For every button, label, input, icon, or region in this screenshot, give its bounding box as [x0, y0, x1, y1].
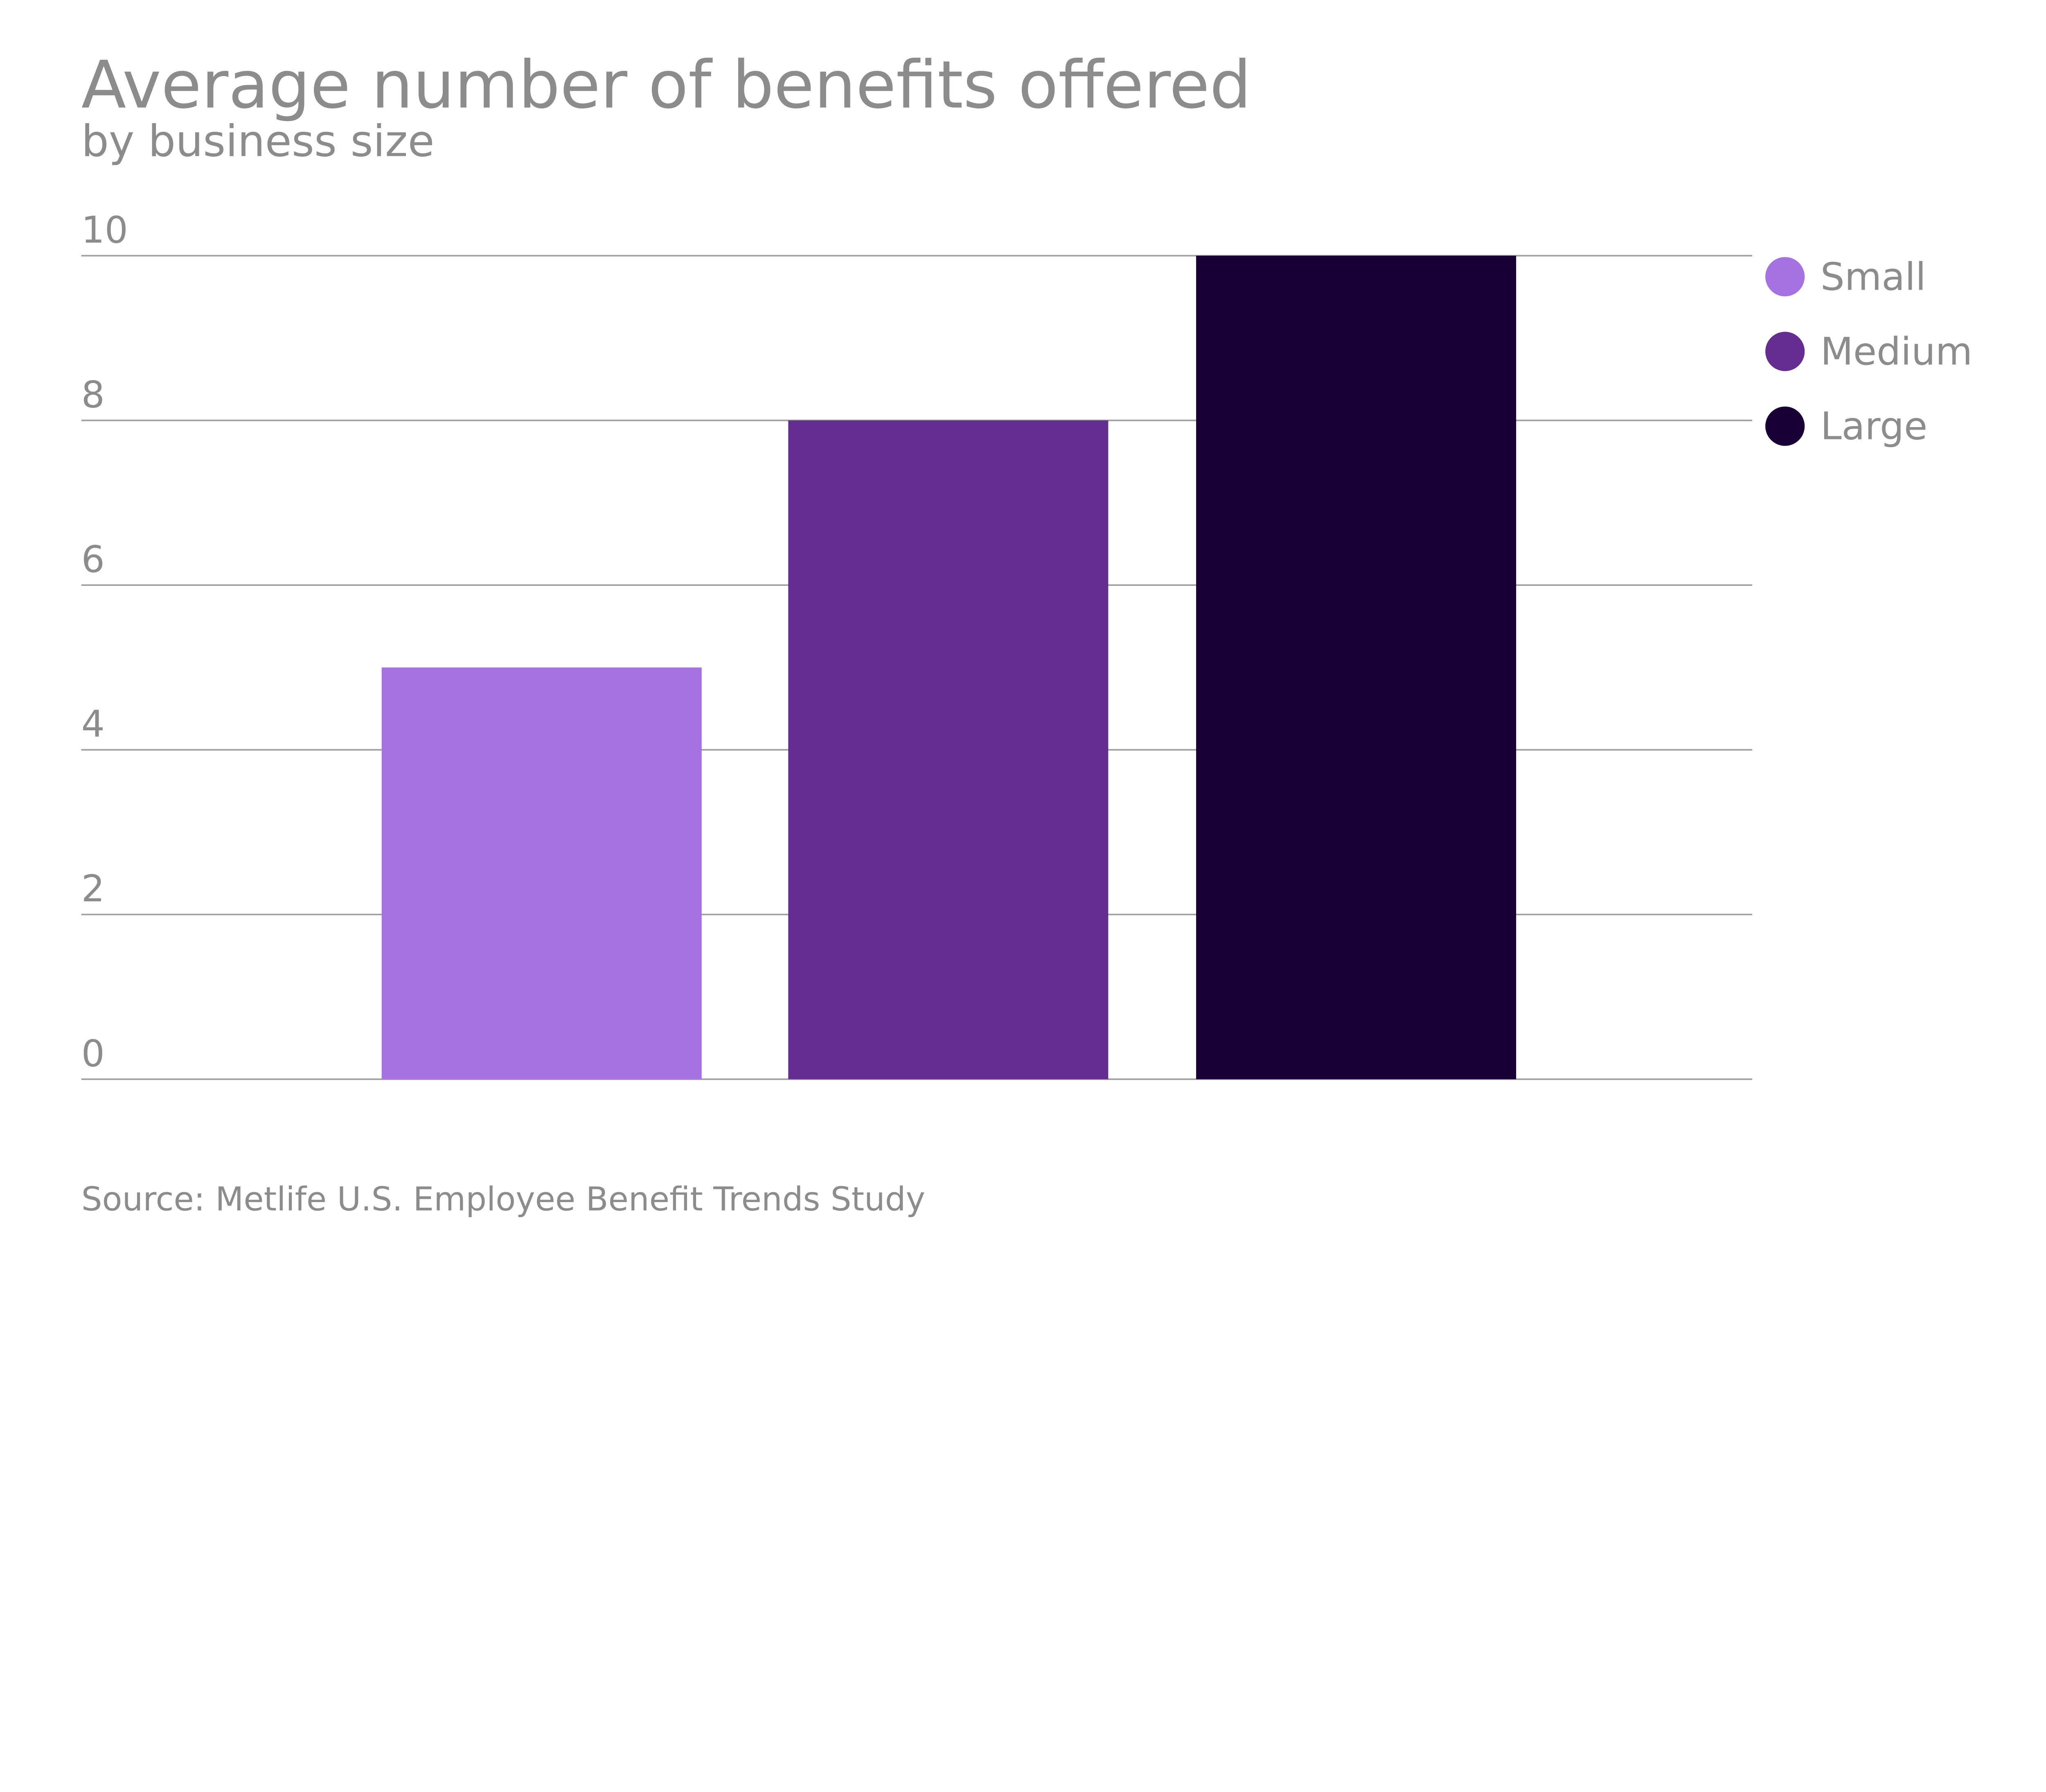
legend-label: Medium	[1821, 329, 1973, 374]
y-tick-label: 6	[81, 538, 105, 581]
bar-medium	[788, 420, 1109, 1079]
legend-swatch	[1765, 331, 1805, 371]
bars	[381, 255, 1516, 1079]
legend-swatch	[1765, 257, 1805, 297]
legend-label: Large	[1821, 404, 1927, 448]
y-tick-label: 10	[81, 209, 128, 252]
legend-label: Small	[1821, 254, 1926, 299]
y-tick-label: 4	[81, 703, 105, 746]
legend-swatch	[1765, 406, 1805, 446]
bar-small	[381, 667, 702, 1079]
bar-chart: Average number of benefits offered by bu…	[81, 47, 1972, 1218]
chart-subtitle: by business size	[81, 116, 435, 166]
bar-large	[1196, 255, 1516, 1079]
legend: Small Medium Large	[1765, 254, 1972, 448]
y-tick-label: 0	[81, 1033, 105, 1075]
y-tick-label: 2	[81, 868, 105, 910]
chart-title: Average number of benefits offered	[81, 47, 1251, 123]
y-tick-label: 8	[81, 374, 105, 416]
chart-source: Source: Metlife U.S. Employee Benefit Tr…	[81, 1180, 925, 1218]
